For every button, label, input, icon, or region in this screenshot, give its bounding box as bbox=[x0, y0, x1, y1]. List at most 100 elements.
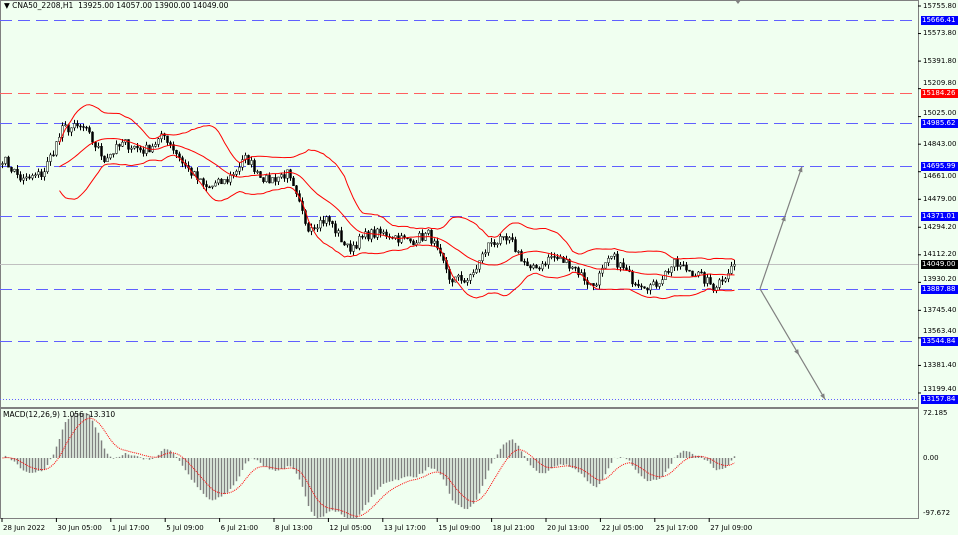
candle bbox=[523, 261, 526, 263]
candle bbox=[673, 259, 676, 268]
candle bbox=[451, 279, 454, 283]
candle bbox=[532, 265, 535, 269]
chart-header: ▼ CNA50_2208,H1 13925.00 14057.00 13900.… bbox=[4, 1, 229, 10]
candle bbox=[472, 272, 475, 275]
candle bbox=[172, 144, 175, 151]
level-price-badge: 13887.88 bbox=[921, 285, 958, 294]
candle bbox=[700, 271, 703, 274]
y-tick-label: 13745.40 bbox=[923, 305, 957, 314]
x-tick-label: 20 Jul 13:00 bbox=[547, 524, 589, 532]
candle bbox=[688, 269, 691, 272]
candle bbox=[307, 223, 310, 232]
candle bbox=[619, 262, 622, 268]
candle bbox=[286, 169, 289, 179]
candle bbox=[133, 145, 136, 149]
candle bbox=[31, 175, 34, 179]
bb-middle bbox=[59, 138, 735, 278]
candle bbox=[376, 228, 379, 238]
candle bbox=[223, 179, 226, 185]
candle bbox=[367, 231, 370, 240]
candle bbox=[292, 177, 295, 187]
candle bbox=[97, 145, 100, 148]
candle bbox=[280, 174, 283, 178]
x-tick-label: 22 Jul 05:00 bbox=[601, 524, 644, 532]
level-price-badge: 14695.99 bbox=[921, 162, 958, 171]
candle bbox=[79, 125, 82, 128]
candle bbox=[574, 266, 577, 269]
candle bbox=[679, 264, 682, 267]
candle bbox=[508, 237, 511, 241]
candle bbox=[550, 256, 553, 258]
candle bbox=[598, 272, 601, 286]
candle bbox=[643, 286, 646, 289]
candle bbox=[337, 230, 340, 234]
projection-down-arrow[interactable] bbox=[759, 288, 826, 400]
candle bbox=[208, 186, 211, 189]
candle bbox=[568, 259, 571, 269]
candle bbox=[340, 230, 343, 243]
candle bbox=[721, 279, 724, 282]
candle bbox=[226, 179, 229, 183]
candle bbox=[610, 255, 613, 259]
current-price-badge: 14049.00 bbox=[921, 260, 958, 269]
candle bbox=[520, 251, 523, 262]
candle bbox=[139, 147, 142, 151]
candle bbox=[142, 149, 145, 154]
candle bbox=[571, 266, 574, 269]
candle bbox=[235, 170, 238, 175]
candle bbox=[175, 150, 178, 155]
candle bbox=[493, 242, 496, 245]
candle bbox=[106, 157, 109, 162]
candle bbox=[169, 142, 172, 145]
y-tick-label: 14661.00 bbox=[923, 172, 957, 180]
candle bbox=[577, 267, 580, 276]
candle bbox=[328, 216, 331, 222]
arrowhead-icon bbox=[820, 393, 825, 400]
candle bbox=[211, 185, 214, 188]
candle bbox=[487, 242, 490, 253]
candle bbox=[715, 287, 718, 291]
chart-shift-marker-icon[interactable] bbox=[735, 0, 741, 4]
candle bbox=[49, 154, 52, 162]
candle bbox=[22, 177, 25, 181]
candle bbox=[70, 127, 73, 133]
candle bbox=[601, 267, 604, 274]
candle bbox=[220, 178, 223, 185]
candle bbox=[625, 267, 628, 271]
x-tick-label: 6 Jul 21:00 bbox=[220, 524, 259, 532]
candle bbox=[682, 264, 685, 267]
candle bbox=[490, 242, 493, 244]
candle bbox=[667, 271, 670, 273]
candle bbox=[655, 281, 658, 287]
candle bbox=[346, 243, 349, 246]
candle bbox=[157, 138, 160, 145]
macd-signal-line bbox=[2, 417, 735, 517]
x-tick-label: 12 Jul 05:00 bbox=[329, 524, 372, 532]
candle bbox=[355, 244, 358, 249]
arrowhead-icon bbox=[794, 349, 799, 356]
projection-up-arrow[interactable] bbox=[759, 166, 803, 289]
candle bbox=[478, 260, 481, 270]
candle bbox=[613, 253, 616, 257]
candle bbox=[274, 177, 277, 182]
candle bbox=[373, 229, 376, 238]
candle bbox=[499, 236, 502, 244]
level-price-badge: 15666.41 bbox=[921, 16, 958, 25]
arrowhead-icon bbox=[781, 215, 786, 222]
candle bbox=[43, 171, 46, 177]
candle bbox=[241, 159, 244, 168]
open-value: 13925.00 bbox=[78, 1, 114, 10]
candle bbox=[88, 127, 91, 133]
y-tick-label: 15025.00 bbox=[923, 109, 957, 117]
candle bbox=[646, 287, 649, 291]
y-tick-label: 14294.20 bbox=[923, 222, 957, 231]
candle bbox=[130, 147, 133, 150]
level-price-badge: 13157.84 bbox=[921, 395, 958, 404]
candle bbox=[289, 169, 292, 179]
candle bbox=[559, 257, 562, 260]
candle bbox=[616, 253, 619, 268]
candle bbox=[121, 141, 124, 147]
y-tick-label: 13381.40 bbox=[923, 360, 957, 369]
candle bbox=[238, 166, 241, 172]
